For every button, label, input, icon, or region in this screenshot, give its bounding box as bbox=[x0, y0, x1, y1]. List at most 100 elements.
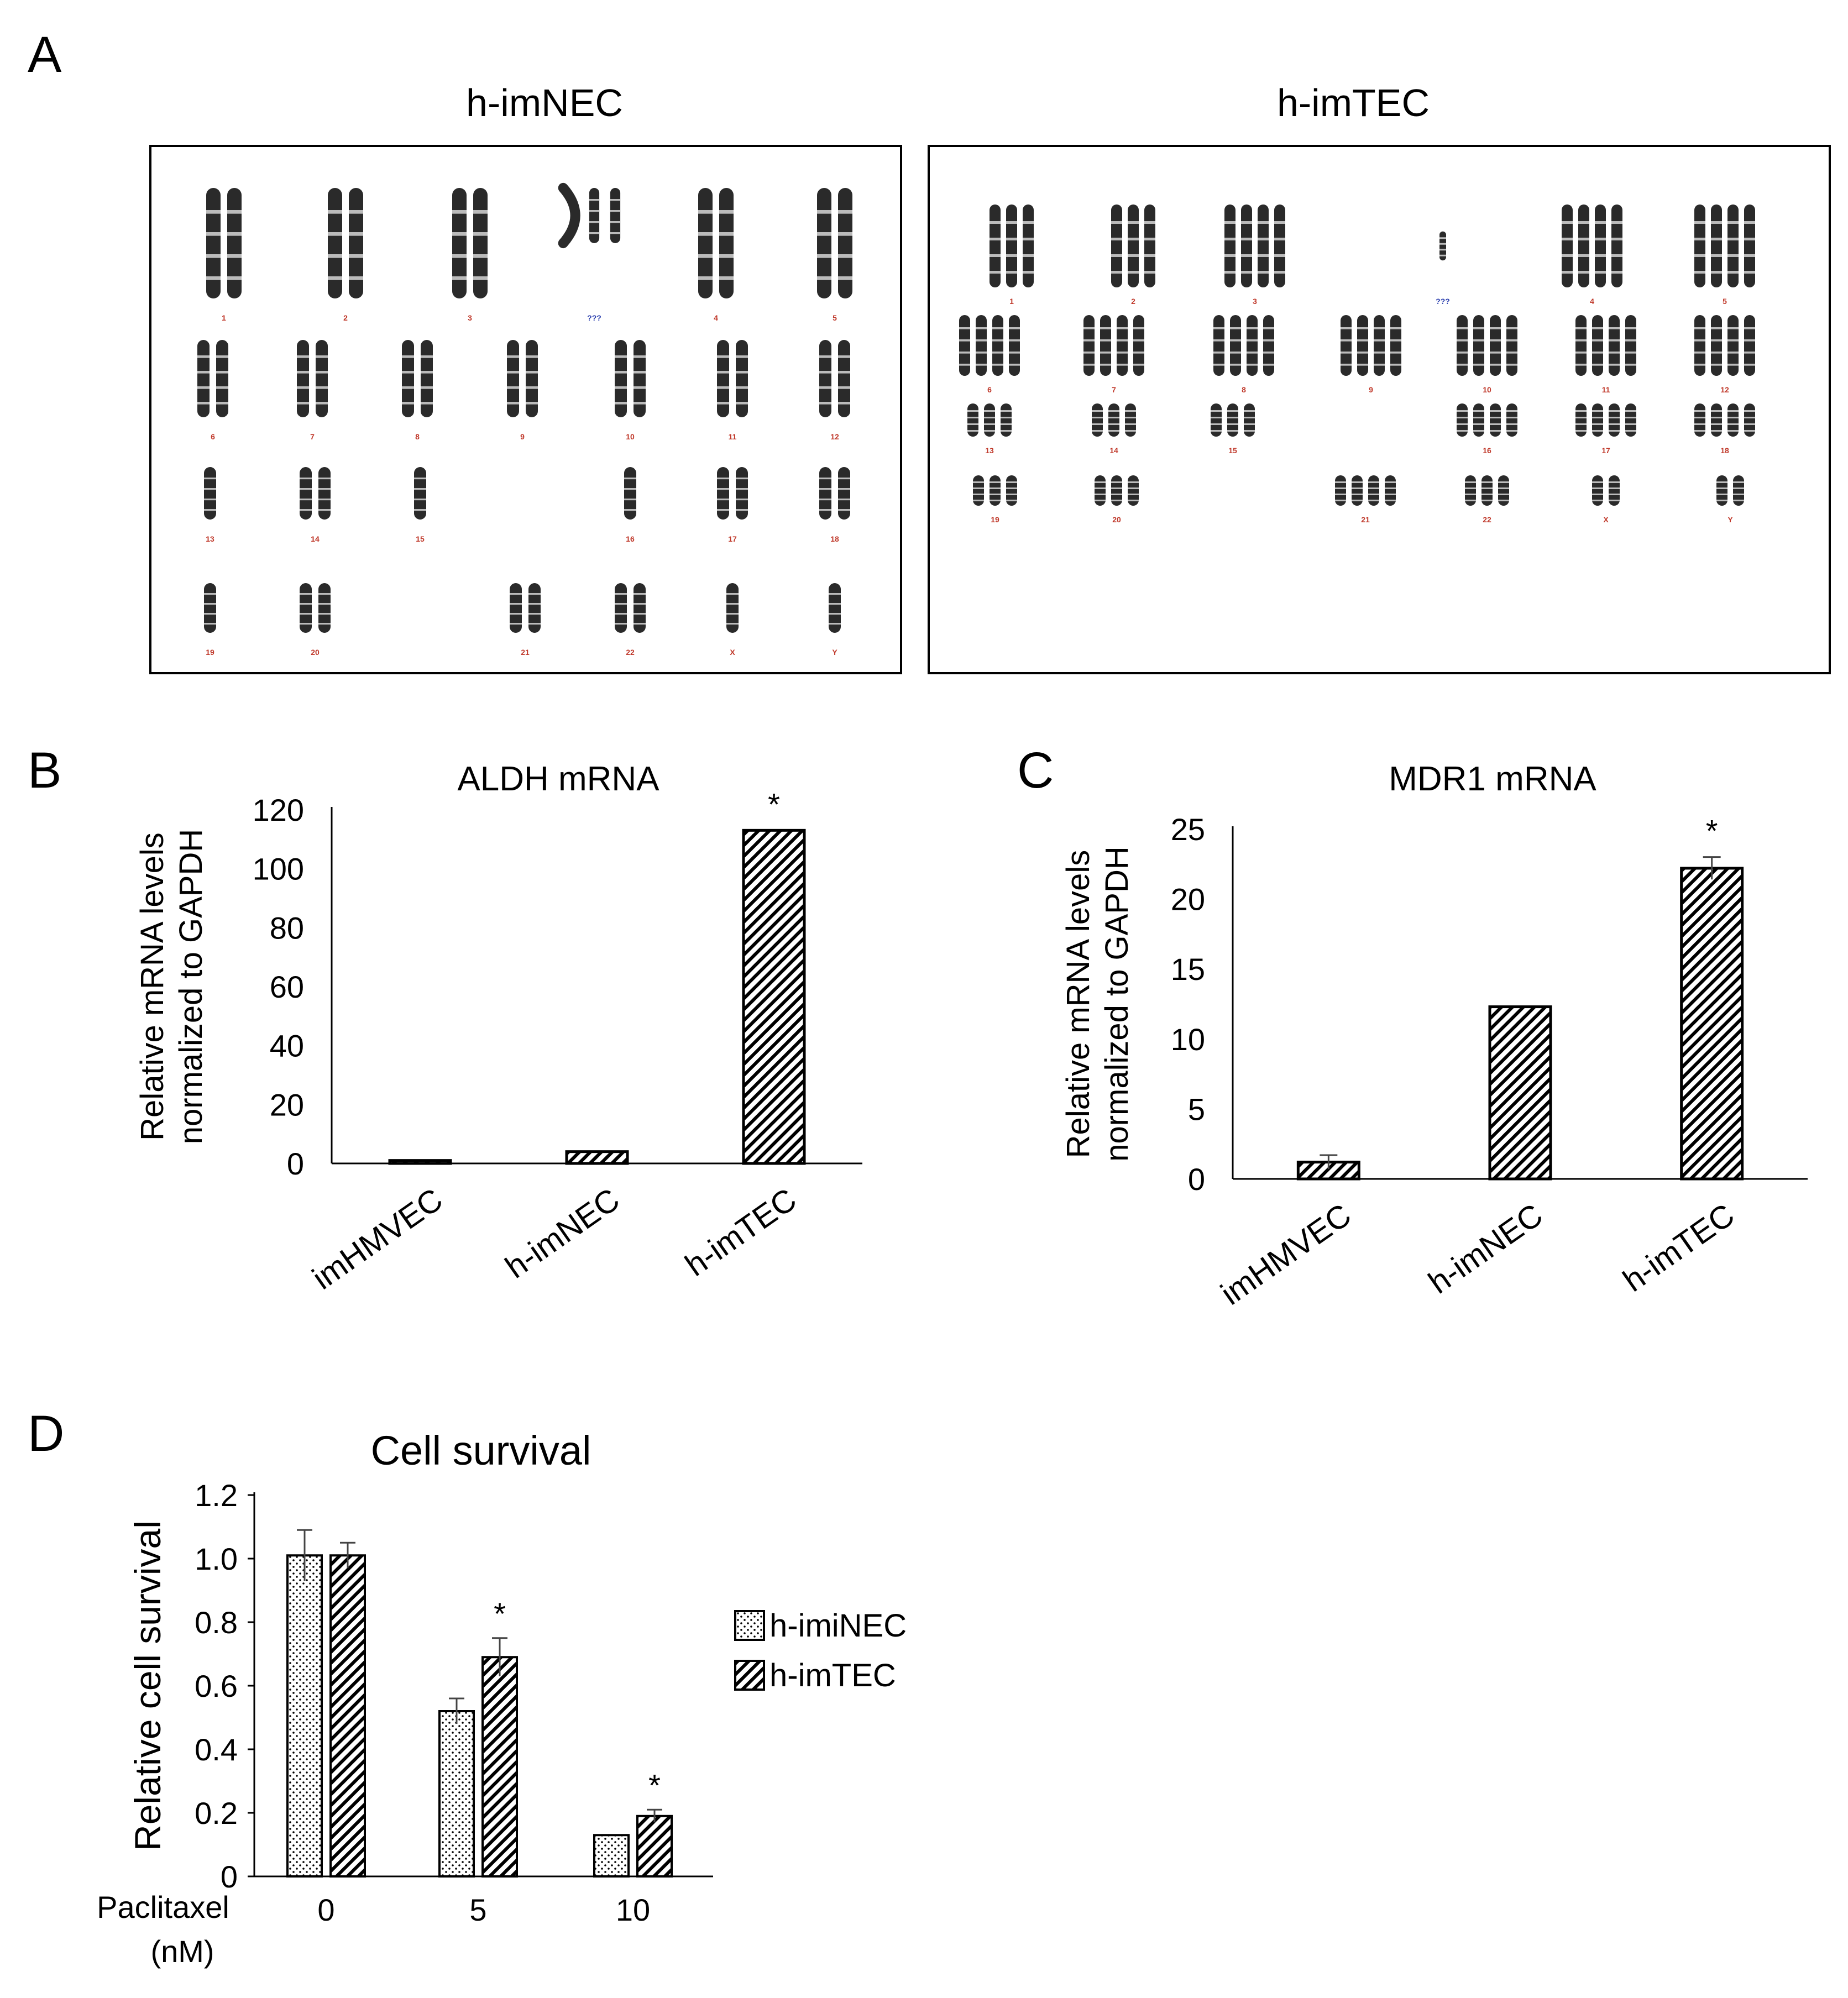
chromosome-label: 10 bbox=[626, 432, 635, 441]
y-tick-label: 20 bbox=[270, 1087, 304, 1122]
chromosome-band bbox=[1694, 327, 1705, 329]
chromosome-band bbox=[1230, 364, 1241, 366]
chromosome bbox=[1457, 315, 1468, 376]
chromosome-body bbox=[1490, 315, 1501, 376]
chromosome-band bbox=[1727, 327, 1739, 329]
y-tick-label: 0 bbox=[221, 1859, 238, 1894]
chromosome-band bbox=[1506, 327, 1517, 329]
chromosome-band bbox=[1694, 364, 1705, 366]
chromosome-body bbox=[1006, 204, 1017, 287]
chromosome-band bbox=[1023, 254, 1034, 257]
chromosome-body bbox=[526, 340, 538, 417]
chromosome bbox=[1211, 403, 1222, 437]
chromosome-band bbox=[838, 488, 850, 490]
chromosome bbox=[1490, 403, 1501, 437]
chromosome-body bbox=[1562, 204, 1573, 287]
chromosome-band bbox=[1108, 423, 1119, 425]
chromosome-band bbox=[615, 402, 627, 405]
chromosome-band bbox=[1727, 339, 1739, 342]
chromosome bbox=[615, 583, 627, 633]
chromosome-band bbox=[829, 603, 841, 605]
legend-swatch bbox=[734, 1610, 765, 1641]
chromosome-band bbox=[1592, 481, 1603, 483]
chromosome-body bbox=[992, 315, 1003, 376]
chromosome-band bbox=[1490, 327, 1501, 329]
chromosome bbox=[1625, 403, 1636, 437]
chromosome-body bbox=[1357, 315, 1368, 376]
chromosome-band bbox=[204, 478, 216, 480]
chromosome-band bbox=[510, 593, 522, 595]
chromosome-body bbox=[1744, 204, 1755, 287]
chromosome-band bbox=[1083, 364, 1095, 366]
y-axis-title: Relative cell survival bbox=[127, 1520, 168, 1851]
chromosome-label: 8 bbox=[1242, 385, 1246, 394]
chromosome-band bbox=[1006, 487, 1017, 489]
chromosome bbox=[726, 583, 739, 633]
chromosome-body bbox=[402, 340, 414, 417]
chromosome-body bbox=[1744, 315, 1755, 376]
chromosome-body bbox=[817, 188, 831, 298]
chromosome-band bbox=[414, 478, 426, 480]
chromosome bbox=[300, 467, 312, 520]
chromosome-band bbox=[819, 478, 831, 480]
chromosome-band bbox=[719, 232, 734, 236]
chromosome-label: 6 bbox=[987, 385, 992, 394]
chromosome-band bbox=[1385, 487, 1396, 489]
chromosome-band bbox=[1385, 481, 1396, 483]
chromosome-band bbox=[1575, 327, 1587, 329]
chromosome-label: 20 bbox=[1112, 515, 1121, 524]
chromosome-band bbox=[838, 386, 850, 389]
chromosome bbox=[1357, 315, 1368, 376]
chromosome-band bbox=[1390, 364, 1401, 366]
chromosome-band bbox=[1001, 430, 1012, 432]
chromosome-band bbox=[1125, 417, 1136, 418]
chromosome-band bbox=[634, 386, 646, 389]
chromosome bbox=[1241, 204, 1252, 287]
chromosome-band bbox=[197, 371, 210, 374]
chromosome-band bbox=[1274, 254, 1285, 257]
chromosome-band bbox=[227, 254, 242, 258]
chromosome-band bbox=[206, 232, 221, 236]
chromosome-band bbox=[1230, 352, 1241, 354]
chromosome bbox=[1473, 315, 1484, 376]
chromosome-label: 18 bbox=[830, 534, 839, 543]
chromosome bbox=[1111, 204, 1122, 287]
chromosome-band bbox=[473, 210, 488, 214]
chromosome-body bbox=[1117, 315, 1128, 376]
chromosome bbox=[959, 315, 970, 376]
chromosome-band bbox=[316, 386, 328, 389]
chromosome-band bbox=[1609, 339, 1620, 342]
chromosome-band bbox=[698, 232, 713, 236]
chromosome-band bbox=[1341, 364, 1352, 366]
chromosome-label: ??? bbox=[1436, 297, 1450, 306]
chromosome-band bbox=[1390, 339, 1401, 342]
chromosome bbox=[1224, 204, 1236, 287]
chromosome-band bbox=[510, 613, 522, 615]
chromosome-band bbox=[1744, 430, 1755, 432]
x-axis-title: Paclitaxel bbox=[97, 1890, 229, 1924]
chromosome bbox=[1274, 204, 1285, 287]
chromosome bbox=[1727, 403, 1739, 437]
chromosome-band bbox=[1744, 423, 1755, 425]
chromosome-band bbox=[1357, 327, 1368, 329]
chromosome-band bbox=[349, 254, 363, 258]
chromosome-band bbox=[297, 371, 309, 374]
chromosome bbox=[1100, 315, 1111, 376]
chromosome-band bbox=[610, 199, 621, 201]
chromosome-band bbox=[1128, 221, 1139, 224]
chromosome bbox=[318, 583, 331, 633]
chromosome-band bbox=[1224, 271, 1236, 274]
chromosome bbox=[1595, 204, 1606, 287]
chromosome-band bbox=[717, 499, 729, 501]
chromosome-band bbox=[976, 327, 987, 329]
y-tick-label: 1.2 bbox=[195, 1478, 238, 1513]
chromosome-band bbox=[967, 423, 978, 425]
chromosome-band bbox=[990, 487, 1001, 489]
chromosome-body bbox=[1100, 315, 1111, 376]
chromosome-band bbox=[1711, 238, 1722, 240]
chromosome-body bbox=[1111, 204, 1122, 287]
chromosome-label: 1 bbox=[222, 313, 226, 322]
chromosome bbox=[992, 315, 1003, 376]
chromosome-band bbox=[1716, 487, 1727, 489]
chromosome bbox=[990, 204, 1001, 287]
